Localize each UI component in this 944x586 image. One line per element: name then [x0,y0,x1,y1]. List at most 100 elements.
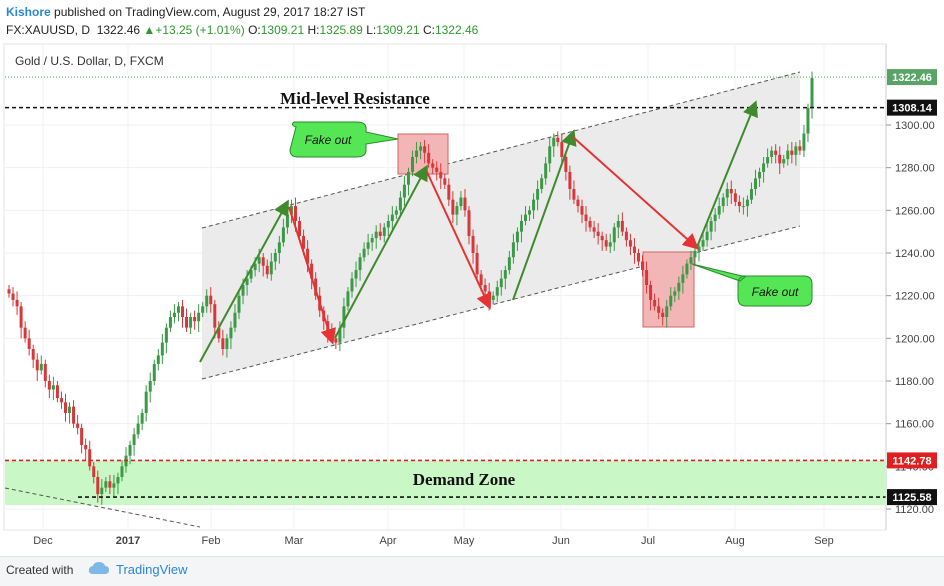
candle-body [608,242,612,247]
candle-body [495,287,499,296]
candle-body [770,150,774,157]
candle-body [463,197,467,211]
candle-body [411,157,415,172]
candle-body [289,206,293,215]
candle-body [741,206,745,208]
candle-body [277,242,281,253]
candle-body [47,381,51,390]
candle-body [100,487,104,495]
candle-body [31,349,35,360]
y-tick-label: 1260.00 [895,205,935,217]
candle-body [19,306,23,328]
candle-body [68,406,72,413]
swing-arrows [199,100,758,363]
x-axis: Dec 2017 Feb Mar Apr May Jun Jul Aug Sep [33,535,834,547]
high-value: 1325.89 [319,23,363,37]
price-chart[interactable]: Fake out Fake out Gold / U.S. Dollar, D,… [0,0,944,556]
candle-body [164,327,168,343]
candle-body [156,355,160,364]
x-tick-label: Apr [379,535,396,547]
x-tick-label: Jul [641,535,655,547]
candle-body [479,274,483,285]
low-label: L: [366,23,377,37]
price-label-box [887,489,937,506]
price-label-text: 1322.46 [892,72,932,84]
candle-body [7,289,11,294]
candle-body [709,221,713,232]
level-lines [5,76,886,498]
y-tick-label: 1220.00 [895,291,935,303]
red-arrow-2 [426,171,492,310]
candle-body [39,363,43,371]
x-tick-label: Sep [814,535,834,547]
candle-body [427,152,431,164]
candle-body [697,246,701,251]
candle-body [717,206,721,215]
candle-body [653,299,657,307]
change-value: +13.25 (+1.01%) [155,23,245,37]
candle-body [176,306,180,313]
fakeout-label-2: Fake out [752,285,799,299]
candle-body [378,231,382,236]
fakeout-callout-2: Fake out [691,263,813,307]
channel-bottom-line [201,225,801,380]
candle-body [132,434,136,445]
candle-body [665,306,669,317]
tradingview-link[interactable]: TradingView [116,562,188,577]
candle-body [572,189,576,200]
author-link[interactable]: Kishore [6,5,51,19]
price-labels: 1322.46 1308.14 1142.78 1125.58 [887,69,937,506]
candle-body [261,257,265,266]
candle-body [229,327,233,339]
candle-body [580,206,584,215]
candle-body [515,231,519,243]
price-label-text: 1125.58 [892,492,931,504]
candle-body [209,295,213,305]
candle-body [281,227,285,243]
candle-body [185,317,189,328]
candle-body [245,278,249,285]
candle-body [285,214,289,228]
candle-body [802,133,806,151]
candle-body [798,146,802,151]
candle-body [241,285,245,296]
green-arrow-3 [512,129,577,301]
candle-body [108,481,112,488]
candle-body [552,137,556,147]
candle-body [152,363,156,381]
candle-body [451,199,455,215]
candle-body [721,197,725,207]
candle-body [713,214,717,221]
candle-body [362,248,366,258]
candle-body [23,327,27,339]
price-label-box [887,69,937,86]
price-label-box [887,452,937,469]
candle-body [302,235,306,249]
candle-body [237,295,241,313]
y-tick-label: 1240.00 [895,248,935,260]
candle-body [745,199,749,207]
candle-body [116,477,120,484]
open-value: 1309.21 [260,23,305,37]
candle-body [528,210,532,215]
channel-top-line [201,71,801,229]
candle-body [350,278,354,292]
candle-body [253,263,257,271]
candle-body [693,250,697,258]
candle-body [217,327,221,339]
candle-body [193,317,197,322]
candle-body [394,210,398,215]
candle-body [402,184,406,198]
candle-body [398,197,402,211]
candle-body [338,327,342,343]
candle-body [144,391,148,413]
candle-body [35,359,39,371]
candle-body [725,189,729,198]
candle-body [43,363,47,381]
candle-body [148,381,152,392]
candle-body [749,189,753,200]
candle-body [628,240,632,247]
mid-resistance-label: Mid-level Resistance [280,89,430,108]
low-value: 1309.21 [376,23,420,37]
candle-body [72,406,76,424]
